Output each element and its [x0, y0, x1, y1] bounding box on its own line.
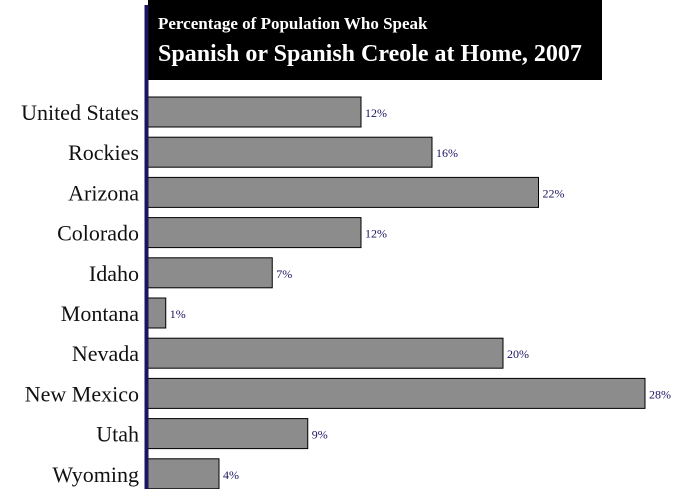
data-label: 16%	[436, 146, 458, 160]
bar	[147, 96, 362, 128]
category-label: Montana	[61, 301, 139, 326]
chart-title-box: Percentage of Population Who Speak Spani…	[148, 0, 602, 80]
bar	[147, 257, 273, 289]
data-label: 12%	[365, 227, 387, 241]
bar	[147, 418, 309, 450]
data-label: 4%	[223, 468, 239, 482]
data-label: 9%	[312, 428, 328, 442]
bar	[147, 136, 433, 168]
bar	[147, 337, 504, 369]
data-label: 28%	[649, 387, 671, 401]
bar	[147, 297, 167, 329]
chart-title: Spanish or Spanish Creole at Home, 2007	[158, 41, 582, 67]
data-label: 12%	[365, 106, 387, 120]
category-label: Wyoming	[52, 462, 139, 487]
chart-subtitle: Percentage of Population Who Speak	[158, 14, 428, 33]
bar	[147, 458, 220, 489]
data-label: 22%	[543, 186, 565, 200]
category-label: United States	[21, 100, 139, 125]
data-label: 20%	[507, 347, 529, 361]
category-label: Idaho	[89, 261, 139, 286]
data-label: 1%	[170, 307, 186, 321]
category-label: Arizona	[68, 180, 139, 205]
category-label: Colorado	[57, 221, 139, 246]
category-label: New Mexico	[25, 381, 139, 406]
data-label: 7%	[276, 267, 292, 281]
category-label: Rockies	[68, 140, 139, 165]
bar	[147, 217, 362, 249]
category-label: Utah	[96, 422, 139, 447]
category-label: Nevada	[72, 341, 139, 366]
bar	[147, 377, 646, 409]
bar	[147, 176, 539, 208]
